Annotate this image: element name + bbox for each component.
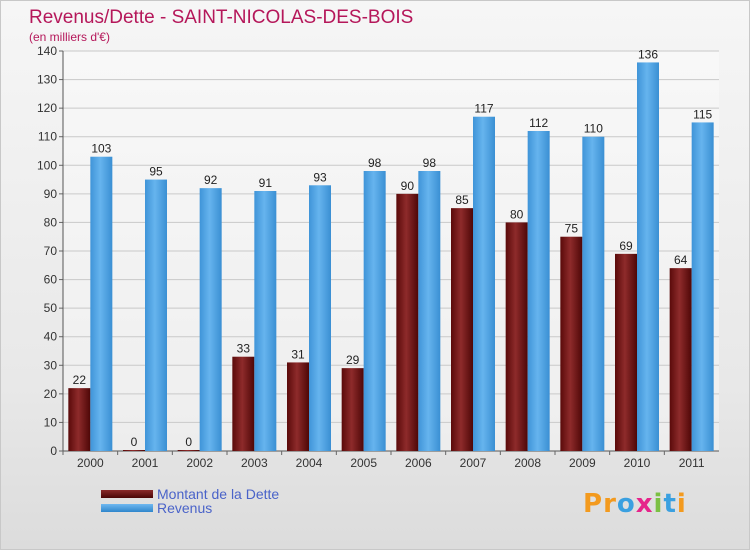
data-label-dette: 22: [73, 373, 87, 387]
data-label-revenus: 117: [474, 102, 493, 116]
data-label-dette: 33: [237, 342, 251, 356]
data-label-revenus: 95: [149, 165, 163, 179]
bar-revenus: [145, 179, 167, 452]
data-label-revenus: 103: [91, 142, 111, 156]
x-tick-label: 2011: [679, 456, 705, 470]
bar-dette: [177, 450, 200, 451]
y-tick-label: 140: [37, 44, 57, 58]
y-tick-label: 60: [44, 273, 58, 287]
data-label-revenus: 110: [584, 122, 603, 136]
bar-revenus: [418, 171, 441, 451]
bar-dette: [287, 362, 309, 451]
x-tick-label: 2001: [132, 456, 159, 470]
bar-revenus: [254, 191, 277, 451]
data-label-revenus: 136: [638, 47, 658, 61]
x-tick-label: 2003: [241, 456, 268, 470]
data-label-revenus: 115: [693, 107, 712, 121]
x-tick-label: 2004: [296, 456, 323, 470]
data-label-revenus: 98: [423, 156, 437, 170]
bar-dette: [68, 388, 91, 451]
legend-swatch-revenus: [101, 504, 153, 512]
y-tick-label: 0: [50, 444, 57, 458]
legend-item-dette: Montant de la Dette: [101, 487, 361, 501]
bar-dette: [451, 208, 473, 451]
legend: Montant de la Dette Revenus: [101, 487, 361, 515]
legend-swatch-dette: [101, 490, 153, 498]
data-label-revenus: 93: [313, 170, 327, 184]
data-label-dette: 85: [455, 193, 469, 207]
y-tick-label: 40: [44, 330, 58, 344]
data-label-dette: 80: [510, 207, 524, 221]
bar-dette: [232, 356, 255, 451]
legend-label-revenus: Revenus: [157, 500, 213, 516]
x-tick-label: 2006: [405, 456, 432, 470]
bar-dette: [560, 236, 583, 451]
bar-revenus: [363, 171, 386, 451]
proxiti-logo: Proxiti: [583, 489, 687, 519]
x-tick-label: 2010: [624, 456, 651, 470]
x-tick-label: 2008: [514, 456, 541, 470]
data-label-revenus: 92: [204, 173, 218, 187]
data-label-dette: 31: [291, 347, 305, 361]
data-label-revenus: 98: [368, 156, 382, 170]
y-tick-label: 10: [44, 415, 58, 429]
y-tick-label: 20: [44, 387, 58, 401]
y-tick-label: 110: [38, 130, 57, 144]
legend-label-dette: Montant de la Dette: [157, 486, 280, 502]
y-tick-label: 90: [44, 187, 58, 201]
bar-dette: [396, 193, 419, 451]
bar-revenus: [90, 156, 113, 451]
bar-dette: [615, 253, 637, 451]
bar-revenus: [691, 122, 714, 451]
bar-revenus: [582, 136, 605, 451]
y-tick-label: 30: [44, 358, 58, 372]
data-label-dette: 64: [674, 253, 688, 267]
bar-dette: [123, 450, 145, 451]
bar-dette: [341, 368, 364, 451]
bar-dette: [505, 222, 528, 451]
data-label-dette: 90: [401, 179, 415, 193]
bar-revenus: [309, 185, 331, 452]
legend-item-revenus: Revenus: [101, 501, 361, 515]
y-tick-label: 100: [37, 158, 57, 172]
y-tick-label: 70: [44, 244, 58, 258]
data-label-revenus: 91: [259, 176, 273, 190]
y-tick-label: 80: [44, 215, 58, 229]
bar-dette: [669, 268, 692, 451]
x-tick-label: 2007: [460, 456, 487, 470]
y-tick-label: 130: [37, 73, 57, 87]
data-label-dette: 0: [131, 435, 138, 449]
data-label-revenus: 112: [529, 116, 548, 130]
data-label-dette: 0: [185, 435, 192, 449]
data-label-dette: 29: [346, 353, 360, 367]
chart-title: Revenus/Dette - SAINT-NICOLAS-DES-BOIS: [29, 7, 414, 28]
bar-revenus: [527, 131, 550, 451]
data-label-dette: 75: [565, 222, 579, 236]
y-tick-label: 120: [37, 101, 57, 115]
bar-revenus: [473, 116, 495, 451]
x-tick-label: 2000: [77, 456, 104, 470]
chart-subtitle: (en milliers d'€): [29, 30, 110, 44]
y-tick-label: 50: [44, 301, 58, 315]
bar-revenus: [199, 188, 222, 451]
x-tick-label: 2005: [350, 456, 377, 470]
x-tick-label: 2002: [186, 456, 213, 470]
bar-revenus: [637, 62, 659, 452]
x-tick-label: 2009: [569, 456, 596, 470]
data-label-dette: 69: [619, 239, 633, 253]
